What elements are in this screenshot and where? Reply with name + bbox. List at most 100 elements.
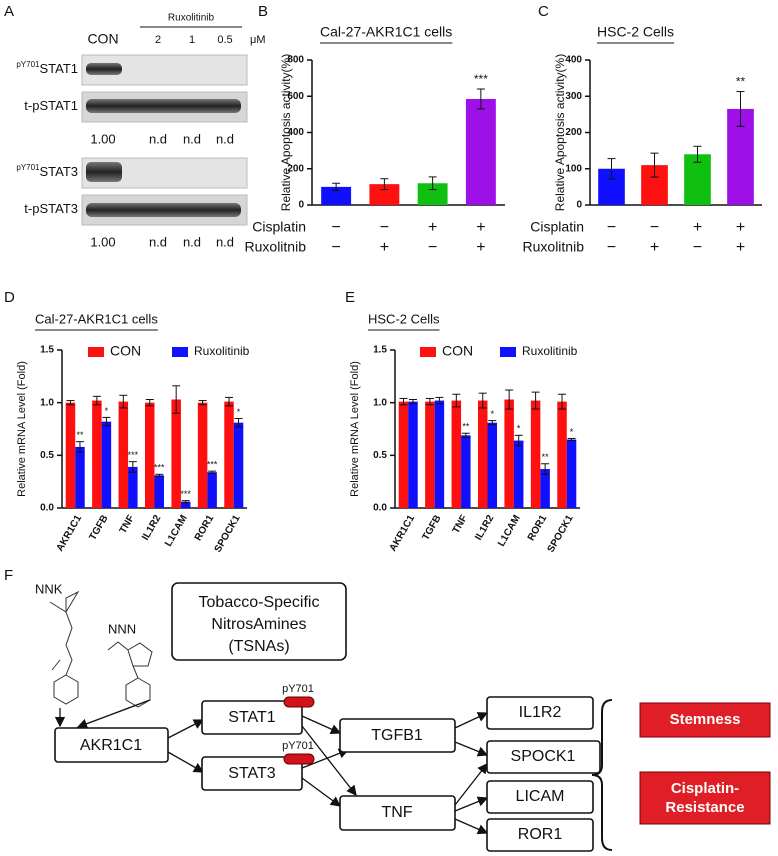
bar [465,98,496,205]
condition-label: Ruxolitnib [245,239,307,255]
y-tick-label: 1.5 [40,345,54,356]
y-axis-label: Relative Apoptosis activity(%) [553,54,567,211]
node-box [201,756,303,791]
outcome-box [639,771,771,825]
condition-sign: + [693,219,702,236]
panel-letter: C [538,3,549,20]
structure [125,677,151,708]
node-label: SPOCK1 [511,748,576,765]
arrow [301,715,342,735]
legend-label: Ruxolitinib [194,344,250,358]
row-label: pY701STAT3 [16,163,78,179]
badge [283,753,315,765]
node-label: LICAM [516,788,565,805]
condition-sign: + [476,239,485,256]
arrow [454,741,489,757]
bar [118,401,129,508]
y-tick-label: 100 [565,163,582,174]
x-tick-label: TGFB [87,513,110,542]
panel-letter: D [4,289,15,306]
node-label: AKR1C1 [80,737,142,754]
bar [224,401,234,508]
significance: * [490,409,494,419]
bar [92,400,102,508]
bar [434,400,445,508]
outcome-box [639,702,771,738]
arrow [454,712,489,729]
row-label: pY701STAT1 [16,60,78,76]
bar [154,475,165,508]
condition-sign: + [736,239,745,256]
arrow [454,818,489,835]
row-label-sup: pY701 [16,163,40,172]
row-label: t-pSTAT3 [24,201,78,216]
node-box [201,700,303,735]
outcome-label: Cisplatin- [671,780,739,797]
x-tick-label: L1CAM [163,513,190,548]
chart-title: Cal-27-AKR1C1 cells [320,24,452,40]
condition-sign: + [650,239,659,256]
bar [540,469,550,508]
structure [51,659,61,671]
x-tick-label: ROR1 [193,513,217,543]
significance: *** [474,72,488,86]
bar [321,186,352,205]
significance: ** [462,422,470,432]
node-box [339,718,456,753]
condition-sign: + [736,219,745,236]
y-tick-label: 0.5 [40,450,54,461]
y-axis-label: Relative mRNA Level (Fold) [16,361,28,497]
condition-sign: − [607,239,616,256]
node-label: STAT1 [228,709,276,726]
row-label: t-pSTAT1 [24,98,78,113]
bar [477,400,488,508]
y-tick-label: 1.0 [40,397,54,408]
compound-label: NNN [108,621,136,636]
condition-sign: + [380,239,389,256]
legend-swatch [420,347,436,357]
lane-label: CON [87,31,118,47]
significance: *** [207,460,218,470]
legend-label: CON [442,343,473,359]
band [86,63,122,75]
arrow [167,719,205,739]
structure [132,665,139,679]
brace [591,699,613,851]
y-tick-label: 800 [287,55,304,66]
badge-label: pY701 [282,740,314,752]
node-label: Tobacco-Specific [199,594,320,611]
y-tick-label: 0.5 [373,450,387,461]
x-tick-label: AKR1C1 [55,513,85,554]
row-label-name: t-pSTAT3 [24,201,78,216]
significance: ** [542,452,550,462]
western-blot [81,26,248,226]
outcome-label: Resistance [665,799,744,816]
quant-label: n.d [149,234,167,249]
node-box [486,818,594,852]
row-label-name: STAT1 [39,61,78,76]
bar [128,466,138,508]
condition-sign: − [331,239,340,256]
x-tick-label: SPOCK1 [546,513,576,554]
chart-title: HSC-2 Cells [368,311,440,326]
bar [75,446,85,508]
chart-title: HSC-2 Cells [597,24,674,40]
y-tick-label: 0 [576,200,582,211]
node-box [54,727,169,763]
structure [127,642,153,667]
treatment-label: Ruxolitinib [168,13,215,24]
y-axis-label: Relative Apoptosis activity(%) [279,54,293,211]
node-box [486,740,601,774]
quant-label: n.d [149,131,167,146]
legend-label: CON [110,343,141,359]
x-tick-label: AKR1C1 [388,513,418,554]
band [86,203,241,217]
node-label: STAT3 [228,765,276,782]
row-label-name: t-pSTAT1 [24,98,78,113]
bar [207,472,217,508]
x-tick-label: TNF [451,513,470,535]
x-tick-label: IL1R2 [140,513,163,542]
bar [417,183,448,205]
condition-label: Cisplatin [530,219,584,235]
arrow [454,762,488,806]
